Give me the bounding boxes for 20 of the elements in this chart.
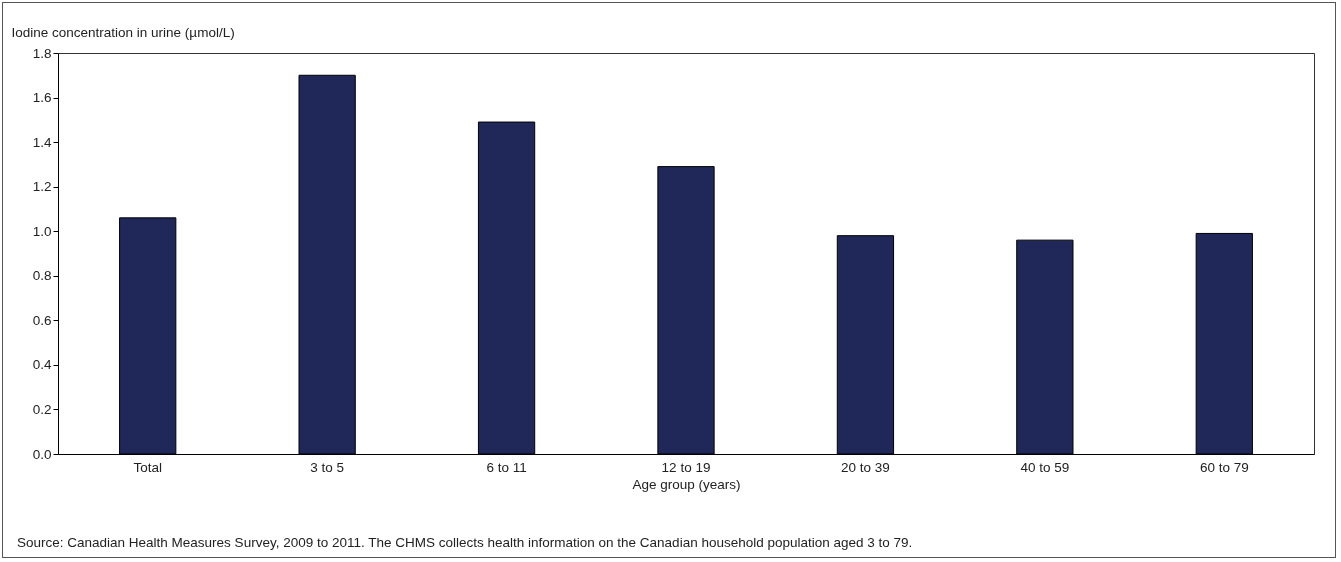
x-tick-label: Total	[133, 459, 162, 475]
x-tick-label: 60 to 79	[1199, 459, 1249, 475]
x-tick-label: 3 to 5	[310, 459, 345, 475]
y-tick-label: 0.8	[32, 268, 52, 284]
y-tick-label: 0.2	[32, 401, 52, 417]
y-tick-label: 1.6	[32, 90, 52, 106]
y-tick-label: 0.0	[32, 446, 52, 462]
source-note: Source: Canadian Health Measures Survey, 2009 to 2011. The CHMS collects health information on the Canadian household population aged 3 to 79.	[17, 535, 913, 550]
x-tick-label: 40 to 59	[1020, 459, 1070, 475]
x-tick-label: 20 to 39	[841, 459, 890, 475]
y-tick-label: 0.4	[32, 357, 52, 373]
y-tick-label: 1.4	[32, 134, 52, 150]
y-tick-label: 1.2	[32, 179, 52, 195]
y-axis-title: Iodine concentration in urine (µmol/L)	[11, 24, 235, 40]
x-tick-label: 6 to 11	[486, 459, 527, 475]
y-tick-label: 1.0	[32, 223, 52, 239]
x-axis-title: Age group (years)	[632, 477, 741, 492]
y-tick-label: 0.6	[32, 312, 52, 328]
x-tick-label: 12 to 19	[661, 459, 711, 475]
y-tick-label: 1.8	[32, 45, 52, 61]
